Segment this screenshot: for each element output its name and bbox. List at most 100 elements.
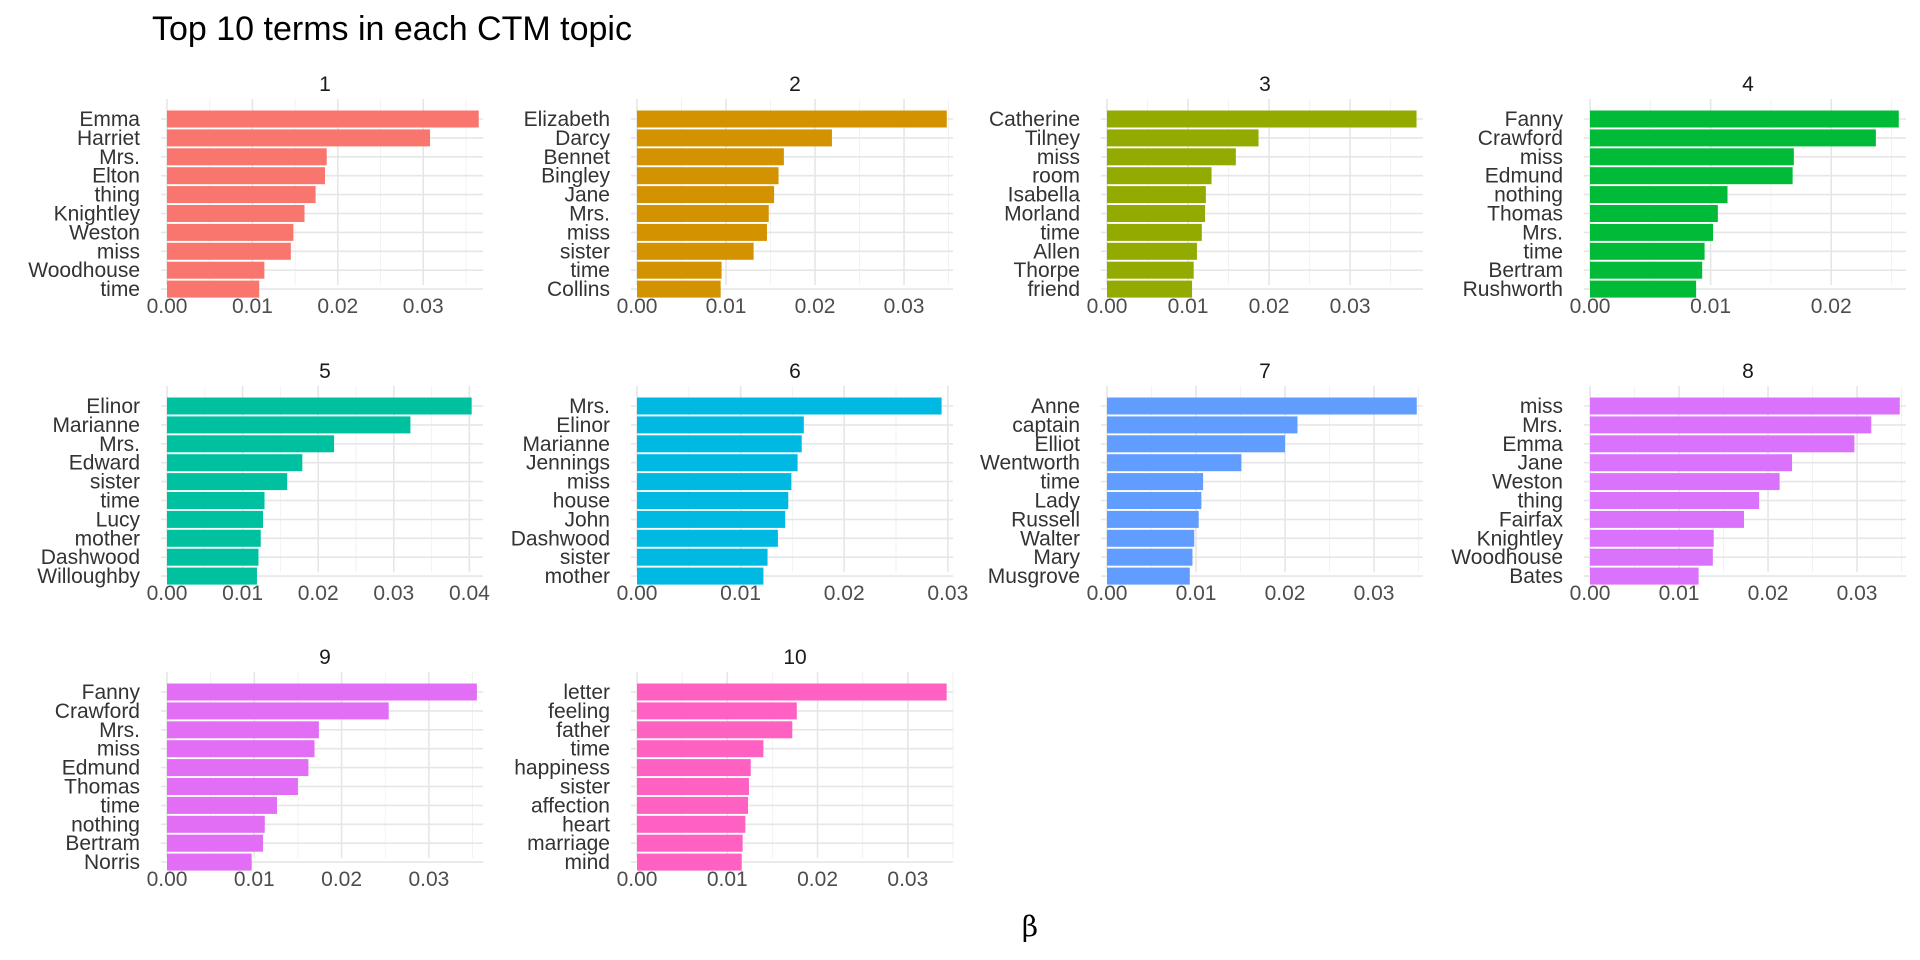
facet-strip-label: 3 bbox=[1259, 73, 1271, 96]
facet-panel-2: 2 0.00 0.01 0.02 0.03 ElizabethDarcyBennetBin… bbox=[524, 73, 953, 318]
x-tick-label: 0.02 bbox=[321, 868, 362, 891]
bar-time bbox=[637, 261, 722, 279]
term-label: sister bbox=[90, 471, 140, 494]
term-label: time bbox=[1040, 471, 1080, 494]
term-label: Edmund bbox=[62, 757, 140, 780]
x-tick-label: 0.02 bbox=[1265, 582, 1306, 605]
term-label: time bbox=[100, 490, 140, 513]
term-label: Mrs. bbox=[1522, 221, 1563, 244]
term-label: Jennings bbox=[526, 452, 610, 475]
x-tick-label: 0.01 bbox=[1168, 295, 1209, 318]
bar-time bbox=[1107, 223, 1202, 241]
term-label: Thomas bbox=[1487, 203, 1563, 226]
term-label: Jane bbox=[1517, 452, 1563, 475]
facet-panel-3: 3 0.00 0.01 0.02 0.03 CatherineTilneymissroom… bbox=[989, 73, 1423, 318]
bar-edward bbox=[167, 454, 303, 472]
facet-panel-5: 5 0.00 0.01 0.02 0.03 0.04 ElinorMarianneMrs.E… bbox=[37, 360, 490, 605]
bar-house bbox=[637, 492, 789, 509]
x-tick-label: 0.00 bbox=[617, 868, 658, 891]
term-label: Marianne bbox=[52, 414, 140, 437]
term-label: mother bbox=[75, 527, 140, 550]
bar-time bbox=[1107, 473, 1204, 491]
term-label: Mrs. bbox=[569, 203, 610, 226]
facet-panel-1: 1 0.00 0.01 0.02 0.03 EmmaHarrietMrs.Eltonthi… bbox=[28, 73, 483, 318]
term-label: Mrs. bbox=[1522, 414, 1563, 437]
x-tick-label: 0.01 bbox=[707, 868, 748, 891]
term-label: heart bbox=[562, 813, 610, 836]
bar-marianne bbox=[167, 416, 411, 434]
term-label: letter bbox=[563, 681, 610, 704]
term-label: Edmund bbox=[1485, 165, 1563, 188]
bar-emma bbox=[167, 110, 479, 128]
x-tick-label: 0.00 bbox=[147, 295, 188, 318]
bar-sister bbox=[637, 548, 768, 566]
bar-father bbox=[637, 721, 793, 739]
bar-dashwood bbox=[167, 548, 259, 566]
term-label: sister bbox=[560, 546, 610, 569]
term-label: Elinor bbox=[556, 414, 610, 437]
bar-mrs- bbox=[1590, 223, 1714, 241]
facet-panel-6: 6 0.00 0.01 0.02 0.03 Mrs.ElinorMarianneJenni… bbox=[511, 360, 968, 605]
term-label: Mary bbox=[1033, 546, 1080, 569]
bar-miss bbox=[637, 473, 792, 491]
term-label: miss bbox=[97, 738, 140, 761]
bar-walter bbox=[1107, 529, 1195, 547]
term-label: Elton bbox=[92, 165, 140, 188]
x-tick-label: 0.00 bbox=[1087, 582, 1128, 605]
term-label: Fanny bbox=[1505, 108, 1564, 131]
bar-rushworth bbox=[1590, 280, 1697, 298]
bar-knightley bbox=[1590, 529, 1714, 547]
bar-wentworth bbox=[1107, 454, 1242, 472]
bar-elton bbox=[167, 167, 325, 185]
term-label: Bertram bbox=[1488, 259, 1563, 282]
term-label: Willoughby bbox=[37, 565, 140, 588]
bar-russell bbox=[1107, 510, 1199, 528]
bar-thing bbox=[167, 186, 316, 204]
x-tick-label: 0.00 bbox=[617, 295, 658, 318]
bar-morland bbox=[1107, 205, 1206, 222]
facet-strip-label: 6 bbox=[789, 360, 801, 383]
bar-knightley bbox=[167, 205, 305, 222]
bar-mrs- bbox=[637, 397, 942, 415]
x-tick-label: 0.03 bbox=[1837, 582, 1878, 605]
x-tick-label: 0.03 bbox=[927, 582, 968, 605]
x-tick-label: 0.02 bbox=[298, 582, 339, 605]
term-label: Emma bbox=[1502, 433, 1563, 456]
term-label: Norris bbox=[84, 851, 140, 874]
bar-dashwood bbox=[637, 529, 778, 547]
x-axis-label: β bbox=[1022, 910, 1038, 943]
x-tick-label: 0.02 bbox=[1811, 295, 1852, 318]
term-label: Bingley bbox=[541, 165, 610, 188]
term-label: Woodhouse bbox=[28, 259, 140, 282]
term-label: miss bbox=[567, 471, 610, 494]
term-label: house bbox=[553, 490, 610, 513]
term-label: miss bbox=[1037, 146, 1080, 169]
term-label: Lady bbox=[1034, 490, 1080, 513]
facet-strip-label: 5 bbox=[319, 360, 331, 383]
x-tick-label: 0.01 bbox=[232, 295, 273, 318]
term-label: nothing bbox=[1494, 184, 1563, 207]
x-tick-label: 0.01 bbox=[222, 582, 263, 605]
facet-panel-7: 7 0.00 0.01 0.02 0.03 AnnecaptainElliotWentwo… bbox=[980, 360, 1423, 605]
x-tick-label: 0.03 bbox=[884, 295, 925, 318]
bar-mrs- bbox=[167, 148, 327, 166]
term-label: miss bbox=[1520, 146, 1563, 169]
term-label: Mrs. bbox=[99, 719, 140, 742]
facet-strip-label: 4 bbox=[1742, 73, 1754, 96]
term-label: Isabella bbox=[1008, 184, 1081, 207]
bar-thing bbox=[1590, 492, 1760, 509]
bar-lady bbox=[1107, 492, 1202, 509]
x-tick-label: 0.00 bbox=[147, 582, 188, 605]
term-label: time bbox=[570, 259, 610, 282]
bar-time bbox=[637, 740, 764, 758]
bar-time bbox=[167, 280, 260, 298]
term-label: Darcy bbox=[555, 127, 610, 150]
term-label: time bbox=[100, 794, 140, 817]
term-label: Elliot bbox=[1034, 433, 1080, 456]
bar-mind bbox=[637, 853, 742, 871]
term-label: Edward bbox=[69, 452, 140, 475]
bar-willoughby bbox=[167, 567, 257, 585]
bar-jane bbox=[637, 186, 775, 204]
bar-bingley bbox=[637, 167, 779, 185]
